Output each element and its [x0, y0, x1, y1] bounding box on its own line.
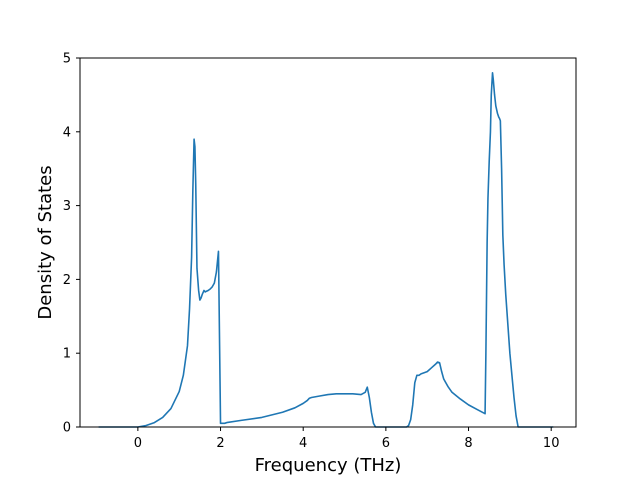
x-tick-label: 6 — [382, 436, 390, 451]
y-tick-label: 3 — [63, 199, 71, 214]
x-tick-label: 8 — [464, 436, 472, 451]
y-tick-label: 4 — [63, 125, 71, 140]
axes-frame — [79, 57, 577, 428]
x-axis-label: Frequency (THz) — [255, 455, 402, 476]
plot-area — [98, 71, 554, 428]
x-tick-label: 10 — [543, 436, 560, 451]
y-tick-label: 2 — [63, 273, 71, 288]
y-tick-label: 0 — [63, 421, 71, 436]
y-axis-ticks: 0 1 2 3 4 5 — [63, 52, 80, 436]
y-tick-label: 1 — [63, 347, 71, 362]
y-tick-label: 5 — [63, 52, 71, 67]
y-axis-label: Density of States — [35, 165, 56, 319]
x-tick-label: 2 — [216, 436, 224, 451]
x-tick-label: 4 — [299, 436, 307, 451]
dos-series-line — [98, 71, 554, 428]
x-tick-label: 0 — [134, 436, 142, 451]
x-axis-ticks: 0 2 4 6 8 10 — [134, 427, 560, 451]
